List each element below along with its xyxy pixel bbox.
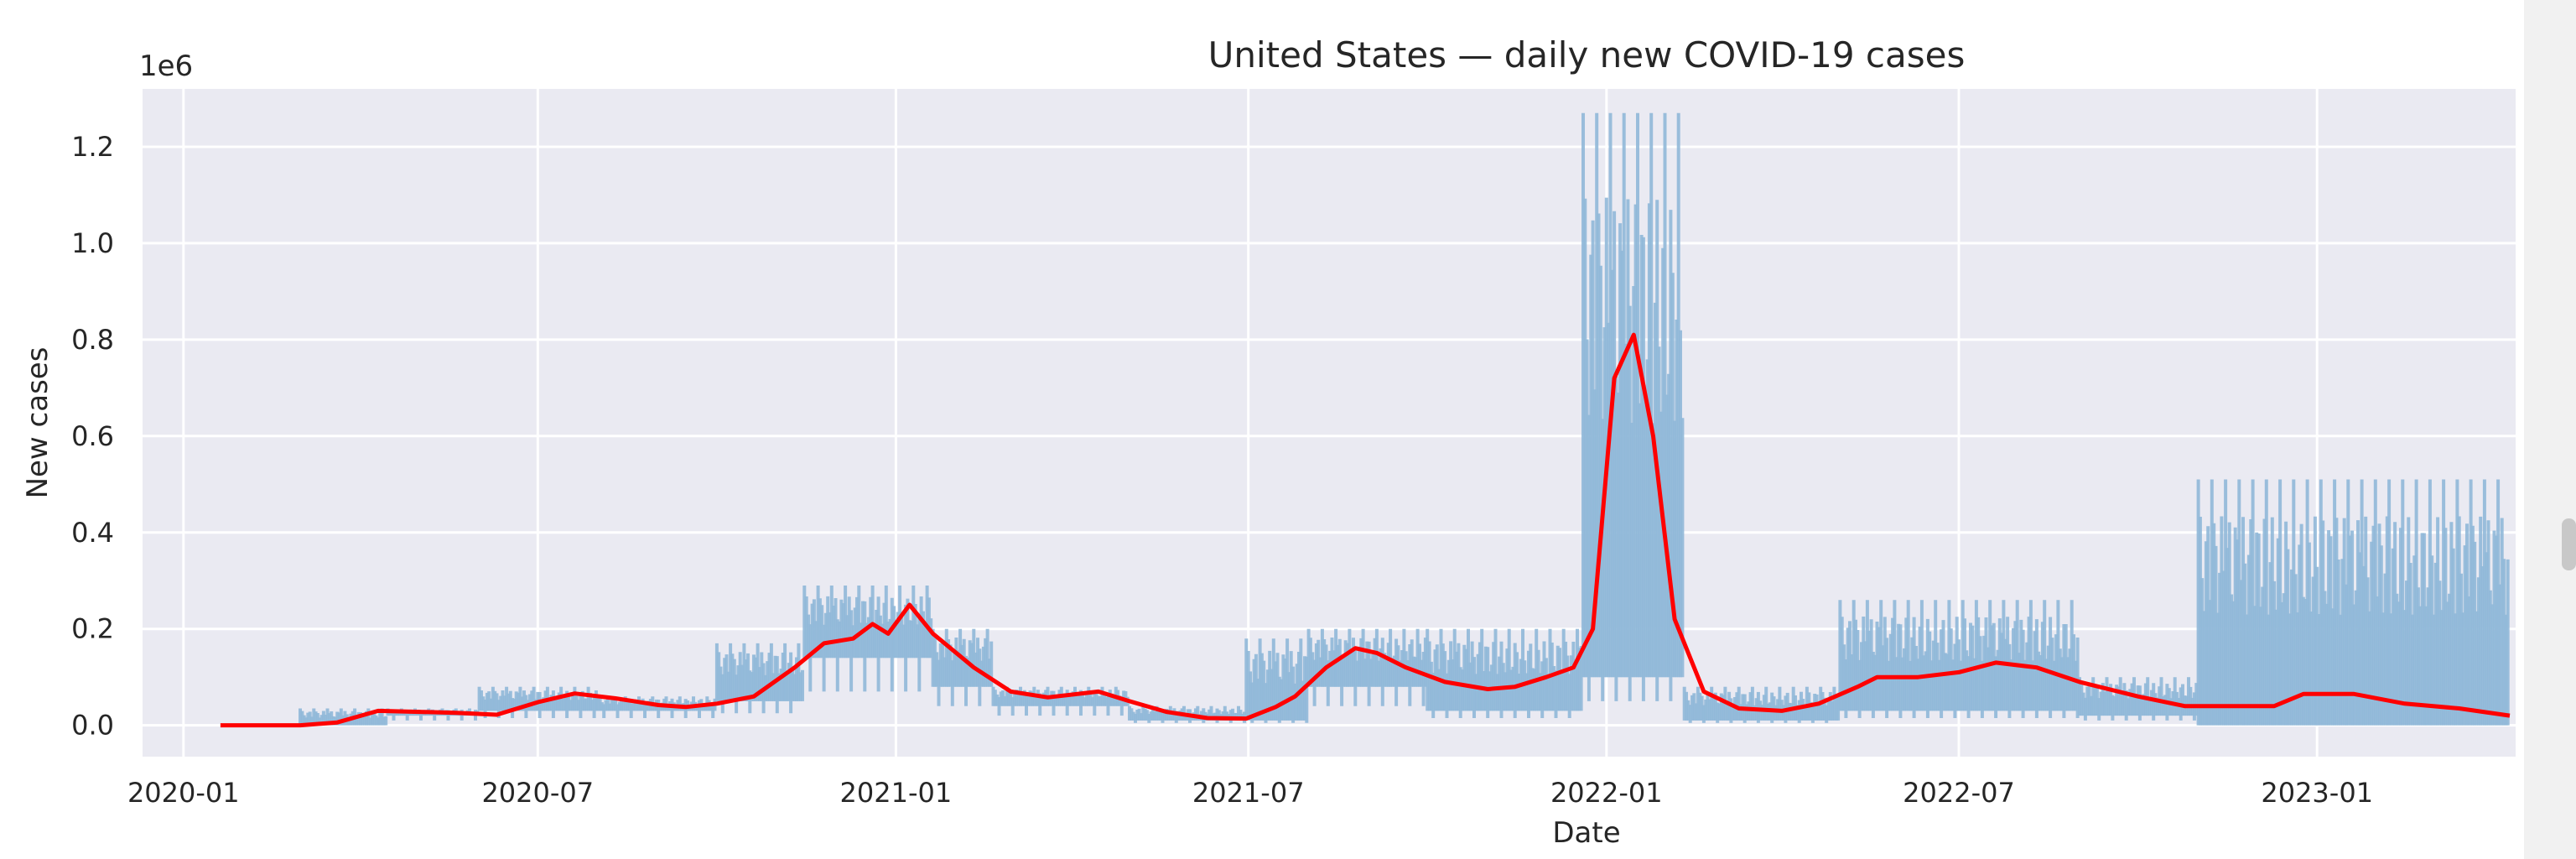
y-tick-label: 0.4 (71, 517, 114, 549)
x-tick-label: 2020-01 (127, 777, 240, 809)
covid-cases-chart: 2020-01 2020-07 2021-01 2021-07 2022-01 2022-… (21, 34, 2516, 850)
scrollbar-thumb[interactable] (2562, 518, 2576, 570)
rolling-average-series (220, 332, 2511, 728)
y-tick-label: 0.2 (71, 613, 114, 645)
rolling-average-line (220, 332, 2511, 728)
grid (143, 89, 2516, 757)
x-axis-label: Date (1552, 816, 1620, 850)
x-tick-label: 2022-01 (1550, 777, 1663, 809)
y-axis-label: New cases (21, 347, 55, 499)
x-tick-label: 2021-07 (1192, 777, 1305, 809)
y-tick-label: 0.6 (71, 420, 114, 452)
x-tick-label: 2022-07 (1903, 777, 2015, 809)
chart-title: United States — daily new COVID-19 cases (1208, 34, 1966, 75)
y-tick-label: 0.8 (71, 324, 114, 356)
y-tick-label: 0.0 (71, 710, 114, 742)
y-multiplier-label: 1e6 (139, 49, 193, 83)
x-tick-label: 2020-07 (481, 777, 594, 809)
axis-ticks: 2020-01 2020-07 2021-01 2021-07 2022-01 2022-… (71, 131, 2373, 809)
y-tick-label: 1.0 (71, 227, 114, 259)
x-tick-label: 2021-01 (840, 777, 953, 809)
y-tick-label: 1.2 (71, 131, 114, 163)
x-tick-label: 2023-01 (2261, 777, 2373, 809)
vertical-scrollbar[interactable] (2524, 0, 2576, 859)
